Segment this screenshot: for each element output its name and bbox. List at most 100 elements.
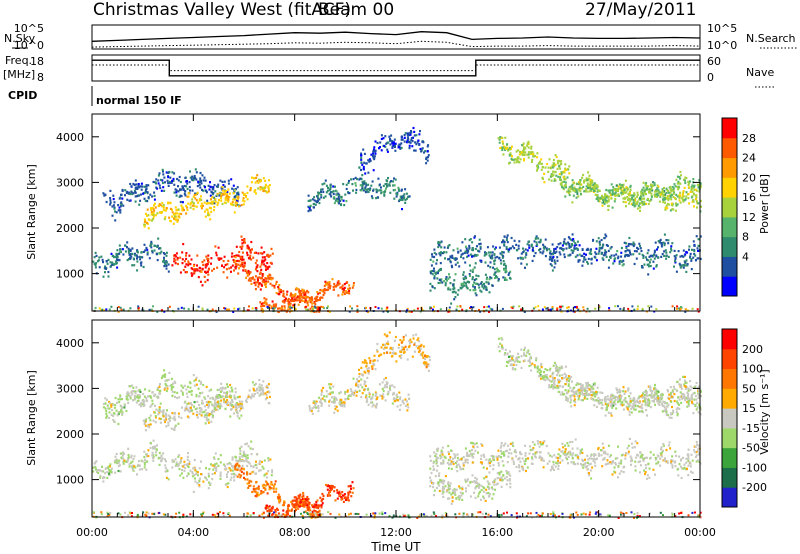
scatter-cell xyxy=(554,163,557,166)
scatter-cell xyxy=(609,189,612,192)
scatter-cell xyxy=(397,186,400,189)
scatter-cell xyxy=(311,298,314,301)
scatter-cell xyxy=(579,179,582,182)
scatter-cell xyxy=(195,383,198,386)
scatter-cell xyxy=(388,183,391,186)
scatter-cell xyxy=(197,180,200,183)
scatter-cell xyxy=(207,475,210,478)
scatter-cell xyxy=(625,242,628,245)
scatter-cell xyxy=(319,190,322,193)
scatter-cell xyxy=(226,475,228,478)
ground-scatter-cell xyxy=(320,305,323,308)
scatter-cell xyxy=(338,392,341,395)
scatter-cell xyxy=(345,183,348,186)
scatter-cell xyxy=(344,392,346,395)
scatter-cell xyxy=(301,299,304,302)
scatter-cell xyxy=(400,138,403,141)
scatter-cell xyxy=(558,251,561,254)
scatter-cell xyxy=(171,390,174,393)
scatter-cell xyxy=(295,287,298,290)
scatter-cell xyxy=(266,191,269,194)
scatter-cell xyxy=(109,469,112,472)
scatter-cell xyxy=(320,389,323,392)
scatter-cell xyxy=(107,270,110,274)
scatter-cell xyxy=(396,193,399,196)
scatter-cell xyxy=(119,394,122,397)
scatter-cell xyxy=(117,209,120,212)
scatter-cell xyxy=(229,401,232,405)
scatter-cell xyxy=(223,185,226,188)
scatter-cell xyxy=(626,249,629,252)
scatter-cell xyxy=(333,282,336,286)
scatter-cell xyxy=(656,189,659,193)
ground-scatter-cell xyxy=(367,311,369,313)
scatter-cell xyxy=(359,184,362,187)
scatter-cell xyxy=(148,257,151,260)
scatter-cell xyxy=(131,465,134,468)
scatter-cell xyxy=(394,142,397,145)
scatter-cell xyxy=(316,499,319,502)
scatter-cell xyxy=(175,208,178,212)
scatter-cell xyxy=(116,249,119,252)
ground-scatter-cell xyxy=(598,306,601,309)
scatter-cell xyxy=(682,200,685,203)
scatter-cell xyxy=(375,197,378,200)
scatter-cell xyxy=(136,473,138,476)
scatter-cell xyxy=(346,389,349,392)
scatter-cell xyxy=(113,406,116,409)
scatter-cell xyxy=(499,147,502,150)
scatter-cell xyxy=(303,497,306,500)
scatter-cell xyxy=(241,239,244,242)
ground-scatter-cell xyxy=(247,309,250,312)
scatter-cell xyxy=(501,146,504,149)
scatter-cell xyxy=(673,265,675,268)
scatter-cell xyxy=(619,259,622,263)
scatter-cell xyxy=(212,191,215,195)
scatter-cell xyxy=(254,288,257,291)
scatter-cell xyxy=(466,255,469,258)
scatter-cell xyxy=(673,183,676,186)
scatter-cell xyxy=(576,182,579,185)
scatter-cell xyxy=(206,263,209,266)
scatter-cell xyxy=(267,514,270,517)
scatter-cell xyxy=(268,277,271,280)
scatter-cell xyxy=(620,246,623,250)
ground-scatter-cell xyxy=(327,305,329,308)
scatter-cell xyxy=(268,505,271,508)
scatter-cell xyxy=(154,451,157,454)
scatter-cell xyxy=(317,199,319,203)
scatter-cell xyxy=(223,391,225,394)
scatter-cell xyxy=(116,414,119,417)
scatter-cell xyxy=(313,509,316,512)
scatter-cell xyxy=(207,406,210,409)
scatter-cell xyxy=(189,469,192,472)
scatter-cell xyxy=(143,243,146,246)
scatter-cell xyxy=(238,205,241,208)
scatter-cell xyxy=(547,170,550,173)
scatter-cell xyxy=(546,249,548,252)
scatter-cell xyxy=(226,394,228,397)
scatter-cell xyxy=(605,251,608,254)
scatter-cell xyxy=(124,189,127,192)
ground-scatter-cell xyxy=(573,310,576,313)
scatter-cell xyxy=(551,253,554,256)
scatter-cell xyxy=(314,403,317,407)
scatter-cell xyxy=(539,247,542,251)
scatter-cell xyxy=(617,257,620,260)
scatter-cell xyxy=(172,179,175,182)
scatter-cell xyxy=(663,242,666,245)
scatter-cell xyxy=(592,183,595,187)
scatter-cell xyxy=(155,186,158,189)
scatter-cell xyxy=(262,390,265,394)
scatter-cell xyxy=(478,243,481,246)
ground-scatter-cell xyxy=(455,308,458,311)
scatter-cell xyxy=(409,141,412,144)
ground-scatter-cell xyxy=(266,305,269,308)
scatter-cell xyxy=(663,244,666,247)
scatter-cell xyxy=(661,189,664,192)
scatter-cell xyxy=(386,150,389,153)
scatter-cell xyxy=(339,493,342,496)
scatter-cell xyxy=(152,180,155,184)
scatter-cell xyxy=(231,469,234,472)
scatter-cell xyxy=(127,454,130,457)
